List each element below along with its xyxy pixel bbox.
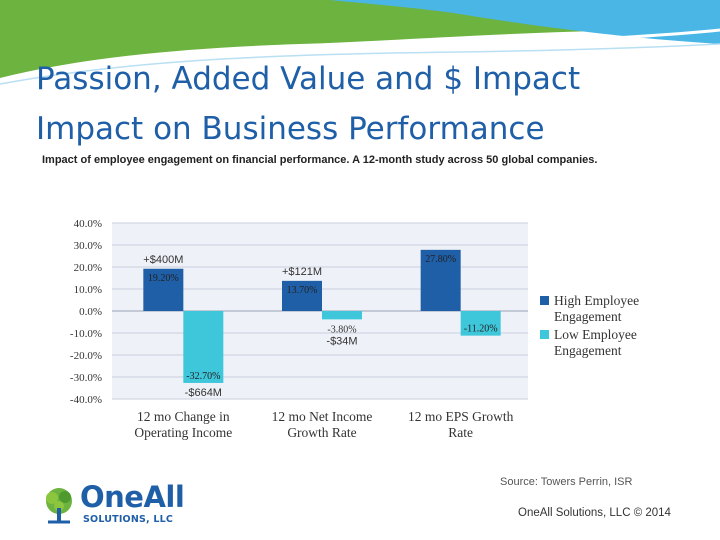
legend-label: High Employee <box>554 293 639 308</box>
y-tick-label: 10.0% <box>74 284 102 296</box>
y-tick-label: -40.0% <box>70 394 102 406</box>
category-label: Growth Rate <box>287 425 356 440</box>
dollar-annotation: -$664M <box>185 387 222 399</box>
slide-subtitle: Impact of employee engagement on financi… <box>42 154 598 166</box>
slide-title: Passion, Added Value and $ Impact Impact… <box>36 54 580 154</box>
bar <box>460 311 501 336</box>
data-label: -11.20% <box>464 324 498 335</box>
data-label: 27.80% <box>425 254 456 265</box>
dollar-annotation: -$34M <box>326 335 357 347</box>
bar <box>143 268 184 311</box>
tree-icon <box>46 488 72 524</box>
header-swoosh <box>0 0 720 85</box>
source-note: Source: Towers Perrin, ISR <box>500 476 633 488</box>
category-label: 12 mo EPS Growth <box>408 409 514 424</box>
category-label: 12 mo Change in <box>137 409 230 424</box>
category-label: Operating Income <box>134 425 232 440</box>
legend-label: Low Employee <box>554 327 637 342</box>
dollar-annotation: +$121M <box>282 266 322 278</box>
y-tick-label: 30.0% <box>74 240 102 252</box>
y-tick-label: -20.0% <box>70 350 102 362</box>
bar <box>420 249 461 311</box>
bar <box>282 280 322 311</box>
legend-swatch <box>540 296 549 305</box>
footer-copyright: OneAll Solutions, LLC © 2014 <box>518 507 671 519</box>
oneall-logo: OneAll SOLUTIONS, LLC <box>40 480 200 530</box>
y-tick-label: 0.0% <box>79 306 102 318</box>
title-line-2: Impact on Business Performance <box>36 111 545 147</box>
bar-chart: 40.0% 30.0% 20.0% 10.0% 0.0% -10.0% -20.0% -30.… <box>70 218 639 440</box>
y-tick-label: -10.0% <box>70 328 102 340</box>
y-tick-label: 40.0% <box>74 218 102 230</box>
legend-swatch <box>540 330 549 339</box>
title-line-1: Passion, Added Value and $ Impact <box>36 61 581 97</box>
bar <box>183 311 224 383</box>
y-tick-label: 20.0% <box>74 262 102 274</box>
data-label: 13.70% <box>287 285 318 296</box>
logo-name: OneAll <box>80 480 185 514</box>
legend-label: Engagement <box>554 343 622 358</box>
data-label: 19.20% <box>148 273 179 284</box>
legend-label: Engagement <box>554 309 622 324</box>
logo-tagline: SOLUTIONS, LLC <box>83 514 174 525</box>
category-label: 12 mo Net Income <box>272 409 373 424</box>
dollar-annotation: +$400M <box>143 254 183 266</box>
data-label: -3.80% <box>327 324 356 335</box>
category-label: Rate <box>448 425 473 440</box>
y-tick-label: -30.0% <box>70 372 102 384</box>
bar <box>322 311 362 320</box>
data-label: -32.70% <box>186 371 220 382</box>
